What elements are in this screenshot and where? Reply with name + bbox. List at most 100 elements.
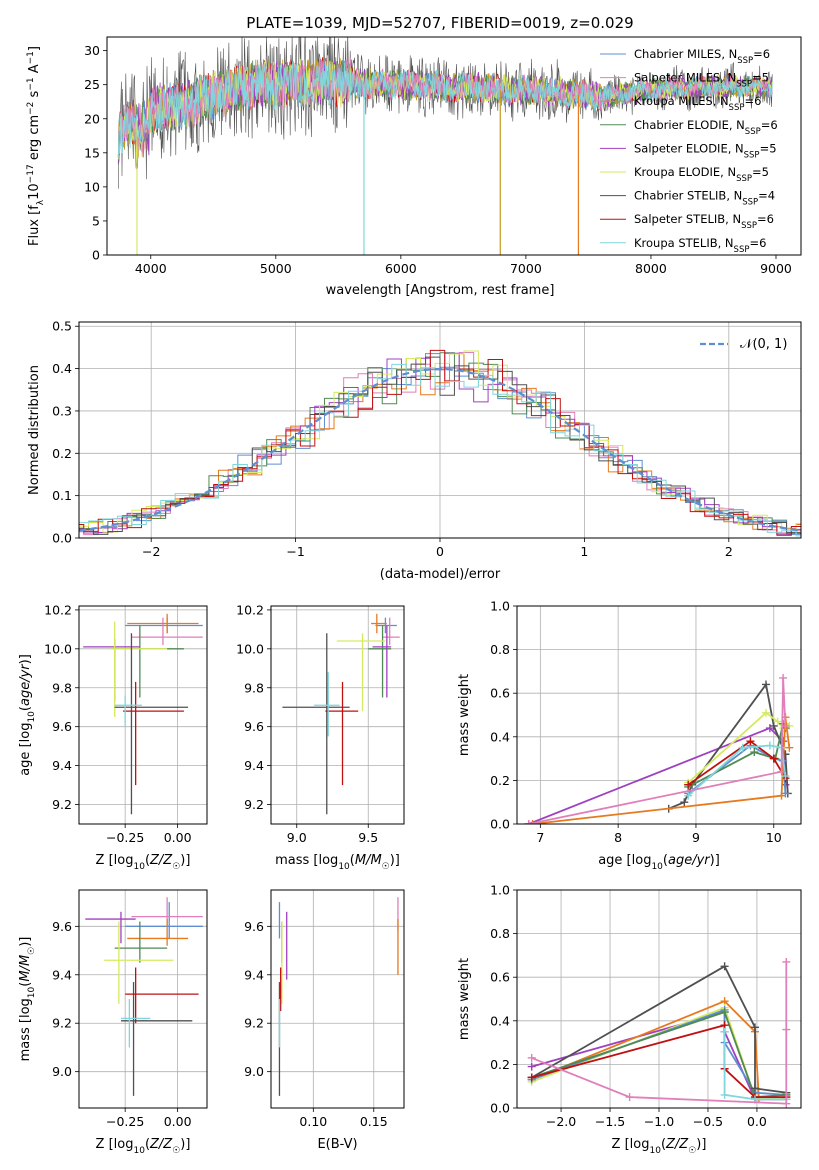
x-tick-label: 10: [766, 830, 782, 845]
legend-eq: =5: [752, 165, 769, 179]
mass-weight-marker: [527, 1073, 536, 1082]
label-part: )]: [180, 1137, 190, 1152]
label-part: age [log: [598, 853, 651, 868]
mass-weight-marker: [720, 962, 729, 971]
age-vs-mass-panel: 9.0 9.5 9.2 9.4 9.6 9.8 10.0 10.2 mass [log10(M/…: [236, 602, 405, 872]
mass-weight-marker: [684, 780, 693, 789]
y-tick-label: 9.6: [52, 719, 72, 734]
mass-weight-marker: [765, 741, 774, 750]
label-part: Flux [f: [27, 205, 42, 246]
label-part: A: [27, 64, 42, 77]
legend-eq: =5: [752, 71, 769, 85]
label-part: s: [27, 90, 42, 101]
legend-entry: Salpeter ELODIE, NSSP=5: [634, 141, 777, 160]
legend-text: Kroupa STELIB, N: [634, 236, 734, 250]
axes-frame: [106, 36, 802, 256]
mass-weight-marker: [625, 1093, 634, 1102]
mass-weight-marker: [720, 1027, 729, 1036]
y-tick-label: 9.4: [244, 967, 264, 982]
mass-weight-marker: [782, 1025, 791, 1034]
x-axis-label: E(B-V): [317, 1137, 357, 1152]
x-tick-label: −2.0: [546, 1114, 576, 1129]
x-tick-label: 0: [436, 544, 444, 559]
y-tick-label: 0.4: [490, 1013, 510, 1028]
label-part: 10: [338, 862, 350, 872]
y-tick-label: 1.0: [490, 883, 510, 898]
x-axis-label: mass [log10(M/M☉)]: [275, 853, 400, 872]
legend-entry: Chabrier MILES, NSSP=6: [634, 47, 770, 66]
label-part: age/yr: [668, 853, 711, 868]
mass-weight-marker: [781, 772, 790, 781]
y-tick-label: 20: [84, 111, 100, 126]
label-part: (: [145, 1137, 150, 1152]
x-tick-label: 0.00: [164, 1114, 192, 1129]
legend-eq: =4: [758, 189, 775, 203]
residual-histogram-chabrier_stelib: [79, 356, 801, 537]
label-part: )]: [696, 1137, 706, 1152]
y-tick-label: 10.0: [236, 641, 264, 656]
figure-title: PLATE=1039, MJD=52707, FIBERID=0019, z=0…: [246, 14, 633, 32]
legend-sub: SSP: [736, 80, 752, 90]
mass-weight-marker: [528, 820, 537, 824]
legend-eq: =6: [761, 118, 778, 132]
label-part: Z [log: [96, 853, 134, 868]
y-tick-label: 0.2: [490, 1057, 510, 1072]
x-tick-label: 8000: [635, 261, 667, 276]
label-part: (: [18, 706, 33, 711]
label-part: ☉: [172, 862, 180, 872]
label-part: 10: [649, 1146, 661, 1156]
axes-frame: [78, 321, 802, 539]
label-part: −17: [26, 164, 36, 183]
label-part: −1: [26, 51, 36, 64]
legend-sub: SSP: [734, 245, 750, 255]
legend-text: Chabrier MILES, N: [634, 47, 737, 61]
legend-sub: SSP: [729, 103, 745, 113]
y-tick-label: 9.0: [52, 1064, 72, 1079]
axes-frame: [270, 889, 405, 1109]
x-tick-label: −1.0: [644, 1114, 674, 1129]
mass-weight-marker: [773, 717, 782, 726]
mass-weight-vs-metallicity-panel: −2.0 −1.5 −1.0 −0.5 0.0 0.0 0.2 0.4 0.6 0.8 1.0 Z […: [457, 883, 802, 1156]
y-tick-label: 15: [84, 145, 100, 160]
y-tick-label: 9.8: [244, 680, 264, 695]
label-part: )]: [390, 853, 400, 868]
legend-entry: Chabrier ELODIE, NSSP=6: [634, 118, 778, 137]
label-part: )]: [180, 853, 190, 868]
legend-entry: Salpeter MILES, NSSP=5: [634, 71, 769, 90]
y-tick-label: 30: [84, 43, 100, 58]
age-vs-metallicity-panel: −0.25 0.009.29.49.69.810.010.2Z [log10(Z/…: [18, 602, 208, 872]
label-part: λ: [36, 199, 46, 205]
legend-text: Chabrier STELIB, N: [634, 189, 742, 203]
y-tick-label: 9.2: [52, 797, 72, 812]
label-part: M/M: [18, 955, 33, 982]
y-tick-label: 9.4: [244, 758, 264, 773]
mass-weight-series: [531, 1010, 787, 1099]
y-tick-label: 9.2: [52, 1016, 72, 1031]
x-tick-label: 1: [580, 544, 588, 559]
y-tick-label: 0.2: [52, 446, 72, 461]
x-axis-label: Z [log10(Z/Z☉)]: [96, 1137, 191, 1156]
plot-area: [117, 37, 773, 255]
legend-sub: SSP: [736, 174, 752, 184]
y-tick-label: 9.0: [244, 1064, 264, 1079]
y-tick-label: 9.4: [52, 758, 72, 773]
label-part: Z/Z: [149, 1137, 173, 1152]
mass-weight-marker: [750, 748, 759, 757]
y-tick-label: 9.8: [52, 680, 72, 695]
mass-weight-marker: [761, 680, 770, 689]
x-tick-label: −2: [142, 544, 160, 559]
gaussian-curve: [79, 367, 801, 532]
x-tick-label: 4000: [135, 261, 167, 276]
label-part: erg cm: [27, 115, 42, 164]
label-part: )]: [18, 937, 33, 947]
y-axis-label: Flux [fλ10−17 erg cm−2 s−1 A−1]: [26, 46, 46, 246]
legend-text: Salpeter MILES, N: [634, 71, 736, 85]
legend-text: Chabrier ELODIE, N: [634, 118, 745, 132]
x-axis-label: Z [log10(Z/Z☉)]: [96, 853, 191, 872]
mass-weight-marker: [527, 1062, 536, 1071]
mass-weight-marker: [777, 791, 786, 800]
label-part: M/M: [355, 853, 382, 868]
legend-text: Salpeter STELIB, N: [634, 212, 741, 226]
x-tick-label: 2: [725, 544, 733, 559]
